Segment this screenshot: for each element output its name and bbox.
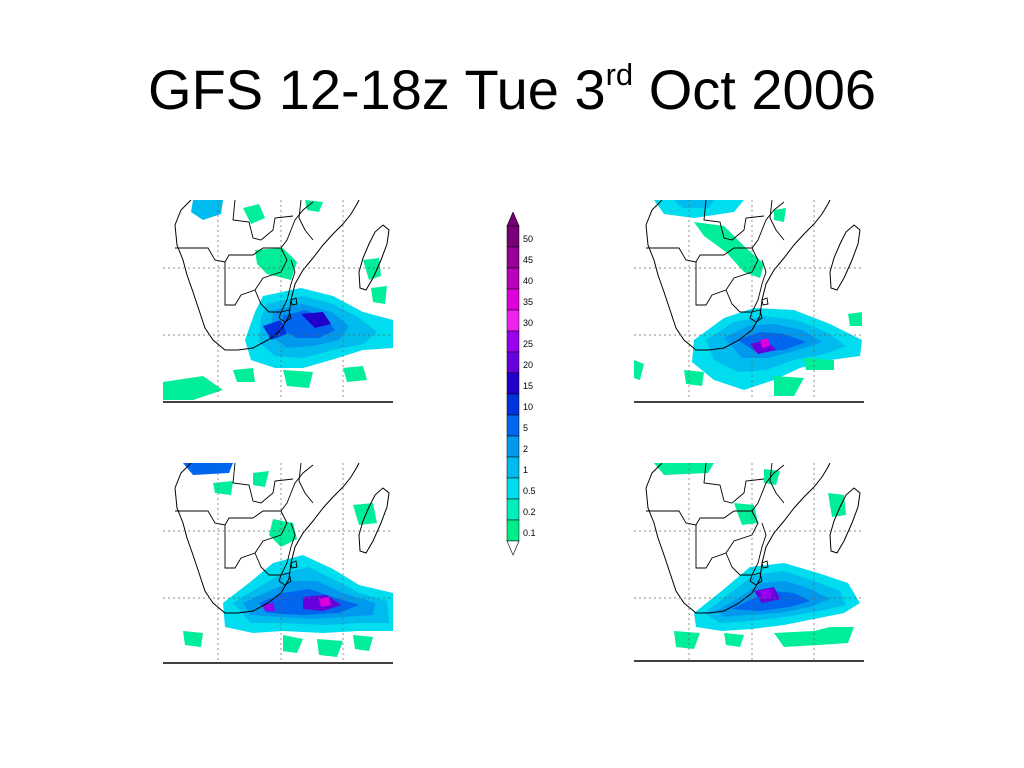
colorbar-tick-label: 0.5 <box>523 486 536 496</box>
precipitation-colorbar: 50 45 40 35 30 25 20 15 10 5 2 1 0.5 0.2 0.1 <box>500 211 550 564</box>
rain-field <box>654 463 860 649</box>
title-superscript: rd <box>605 57 634 92</box>
precipitation-map-top-left <box>163 200 393 403</box>
colorbar-tick-label: 50 <box>523 234 533 244</box>
colorbar-tick-label: 45 <box>523 255 533 265</box>
precipitation-map-top-right <box>634 200 864 403</box>
colorbar-tick-label: 0.2 <box>523 507 536 517</box>
title-main: GFS 12-18z Tue 3 <box>148 58 606 121</box>
title-end: Oct 2006 <box>633 58 876 121</box>
colorbar-tick-label: 40 <box>523 276 533 286</box>
colorbar-tick-label: 35 <box>523 297 533 307</box>
colorbar-tick-label: 10 <box>523 402 533 412</box>
rain-field <box>183 463 393 657</box>
colorbar-swatch <box>506 372 520 395</box>
colorbar-swatch <box>506 477 520 500</box>
precipitation-map-bottom-right <box>634 463 864 666</box>
colorbar-tick-label: 5 <box>523 423 528 433</box>
colorbar-tick-label: 15 <box>523 381 533 391</box>
colorbar-tick-label: 30 <box>523 318 533 328</box>
colorbar-swatch <box>506 414 520 437</box>
slide-title: GFS 12-18z Tue 3rd Oct 2006 <box>0 59 1024 118</box>
colorbar-top-arrow <box>506 211 520 227</box>
colorbar-swatch <box>506 351 520 374</box>
rain-field <box>634 200 862 396</box>
colorbar-swatch <box>506 309 520 332</box>
colorbar-swatch <box>506 288 520 311</box>
colorbar-swatch <box>506 246 520 269</box>
colorbar-swatch <box>506 330 520 353</box>
colorbar-swatch <box>506 225 520 248</box>
colorbar-swatch <box>506 393 520 416</box>
precipitation-map-bottom-left <box>163 463 393 666</box>
colorbar-tick-label: 0.1 <box>523 528 536 538</box>
colorbar-tick-label: 25 <box>523 339 533 349</box>
colorbar-swatch <box>506 267 520 290</box>
colorbar-tick-label: 2 <box>523 444 528 454</box>
colorbar-tick-label: 20 <box>523 360 533 370</box>
colorbar-svg: 50 45 40 35 30 25 20 15 10 5 2 1 0.5 0.2 0.1 <box>506 211 536 556</box>
colorbar-swatch <box>506 519 520 542</box>
colorbar-tick-label: 1 <box>523 465 528 475</box>
colorbar-bottom-arrow <box>506 540 520 556</box>
colorbar-swatch <box>506 456 520 479</box>
colorbar-swatch <box>506 435 520 458</box>
colorbar-swatch <box>506 498 520 521</box>
rain-field <box>163 200 393 400</box>
